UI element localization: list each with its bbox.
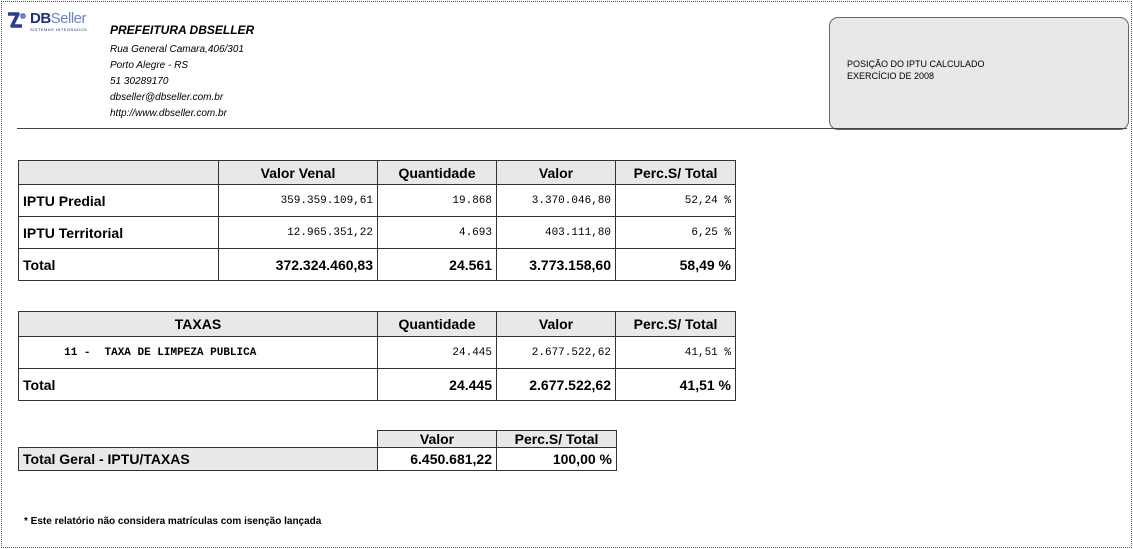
cell-perc: 6,25 % bbox=[615, 216, 736, 249]
total-valor: 3.773.158,60 bbox=[496, 248, 616, 281]
iptu-table: Valor Venal Quantidade Valor Perc.S/ Tot… bbox=[18, 160, 736, 281]
iptu-col-valor-venal: Valor Venal bbox=[218, 160, 378, 185]
taxas-col-perc: Perc.S/ Total bbox=[615, 311, 736, 337]
org-email: dbseller@dbseller.com.br bbox=[110, 92, 224, 103]
report-info-box: POSIÇÃO DO IPTU CALCULADO EXERCÍCIO DE 2… bbox=[829, 17, 1129, 130]
report-title: POSIÇÃO DO IPTU CALCULADO bbox=[847, 59, 985, 69]
total-geral-row: Total Geral - IPTU/TAXAS 6.450.681,22 10… bbox=[18, 447, 617, 471]
org-phone: 51 30289170 bbox=[110, 76, 169, 87]
geral-col-perc: Perc.S/ Total bbox=[496, 430, 617, 448]
cell-quantidade: 4.693 bbox=[377, 216, 497, 249]
total-quantidade: 24.561 bbox=[377, 248, 497, 281]
total-geral-table: Valor Perc.S/ Total Total Geral - IPTU/T… bbox=[18, 430, 617, 471]
logo-subtext: SISTEMAS INTEGRADOS bbox=[30, 27, 88, 32]
table-row: IPTU Predial 359.359.109,61 19.868 3.370… bbox=[18, 184, 736, 217]
taxa-descricao: TAXA DE LIMPEZA PUBLICA bbox=[100, 336, 378, 369]
table-row: 11 - TAXA DE LIMPEZA PUBLICA 24.445 2.67… bbox=[18, 336, 736, 369]
iptu-col-valor: Valor bbox=[496, 160, 616, 185]
org-website: http://www.dbseller.com.br bbox=[110, 108, 227, 119]
cell-quantidade: 19.868 bbox=[377, 184, 497, 217]
total-geral-perc: 100,00 % bbox=[496, 447, 617, 471]
total-geral-spacer bbox=[18, 430, 378, 448]
total-perc: 41,51 % bbox=[615, 368, 736, 401]
report-year: EXERCÍCIO DE 2008 bbox=[847, 71, 935, 81]
cell-valor-venal: 359.359.109,61 bbox=[218, 184, 378, 217]
org-address: Rua General Camara,406/301 bbox=[110, 44, 244, 55]
total-quantidade: 24.445 bbox=[377, 368, 497, 401]
taxas-col-quantidade: Quantidade bbox=[377, 311, 497, 337]
footnote: * Este relatório não considera matrícula… bbox=[24, 516, 322, 527]
total-geral-header: Valor Perc.S/ Total bbox=[18, 430, 617, 448]
taxas-table-header: TAXAS Quantidade Valor Perc.S/ Total bbox=[18, 311, 736, 337]
cell-perc: 41,51 % bbox=[615, 336, 736, 369]
total-label: Total bbox=[18, 248, 219, 281]
cell-valor: 3.370.046,80 bbox=[496, 184, 616, 217]
cell-perc: 52,24 % bbox=[615, 184, 736, 217]
dbseller-logo: DBSeller SISTEMAS INTEGRADOS bbox=[6, 9, 88, 35]
geral-col-valor: Valor bbox=[377, 430, 497, 448]
dbseller-logo-icon bbox=[8, 12, 26, 28]
logo-wordmark: DBSeller bbox=[30, 10, 87, 27]
total-label: Total bbox=[18, 368, 378, 401]
org-name: PREFEITURA DBSELLER bbox=[110, 23, 255, 37]
cell-valor-venal: 12.965.351,22 bbox=[218, 216, 378, 249]
header-divider bbox=[17, 128, 1127, 129]
table-row: IPTU Territorial 12.965.351,22 4.693 403… bbox=[18, 216, 736, 249]
iptu-col-quantidade: Quantidade bbox=[377, 160, 497, 185]
org-city: Porto Alegre - RS bbox=[110, 60, 188, 71]
taxa-codigo: 11 - bbox=[18, 336, 101, 369]
total-perc: 58,49 % bbox=[615, 248, 736, 281]
cell-quantidade: 24.445 bbox=[377, 336, 497, 369]
total-geral-valor: 6.450.681,22 bbox=[377, 447, 497, 471]
taxas-total-row: Total 24.445 2.677.522,62 41,51 % bbox=[18, 368, 736, 401]
total-valor: 2.677.522,62 bbox=[496, 368, 616, 401]
iptu-col-perc: Perc.S/ Total bbox=[615, 160, 736, 185]
iptu-col-blank bbox=[18, 160, 219, 185]
taxas-table: TAXAS Quantidade Valor Perc.S/ Total 11 … bbox=[18, 311, 736, 401]
iptu-table-header: Valor Venal Quantidade Valor Perc.S/ Tot… bbox=[18, 160, 736, 185]
cell-valor: 403.111,80 bbox=[496, 216, 616, 249]
cell-valor: 2.677.522,62 bbox=[496, 336, 616, 369]
taxas-col-valor: Valor bbox=[496, 311, 616, 337]
row-label: IPTU Territorial bbox=[18, 216, 219, 249]
taxas-col-taxas: TAXAS bbox=[18, 311, 378, 337]
iptu-total-row: Total 372.324.460,83 24.561 3.773.158,60… bbox=[18, 248, 736, 281]
total-valor-venal: 372.324.460,83 bbox=[218, 248, 378, 281]
row-label: IPTU Predial bbox=[18, 184, 219, 217]
total-geral-label: Total Geral - IPTU/TAXAS bbox=[18, 447, 378, 471]
